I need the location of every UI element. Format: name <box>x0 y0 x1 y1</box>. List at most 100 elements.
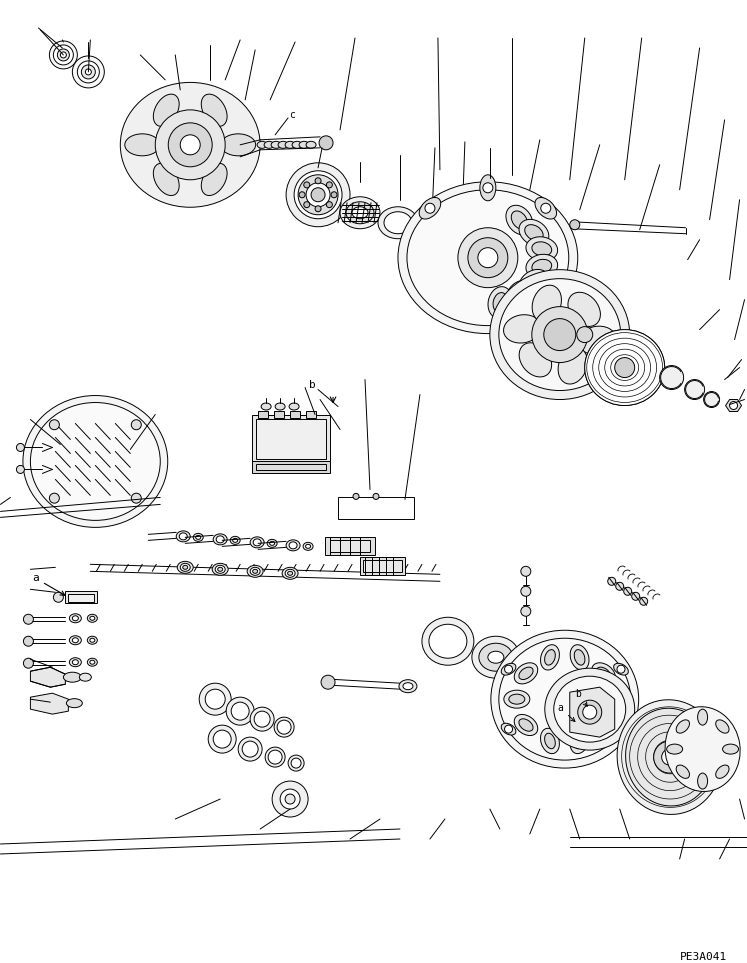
Circle shape <box>61 52 66 58</box>
Ellipse shape <box>503 315 542 343</box>
Ellipse shape <box>289 542 297 549</box>
Circle shape <box>268 750 282 764</box>
Circle shape <box>78 61 99 83</box>
Ellipse shape <box>120 83 260 207</box>
Ellipse shape <box>491 630 639 768</box>
Ellipse shape <box>299 142 309 148</box>
Ellipse shape <box>511 286 527 304</box>
Ellipse shape <box>217 567 223 571</box>
Ellipse shape <box>196 535 201 539</box>
Ellipse shape <box>90 616 95 620</box>
Ellipse shape <box>535 197 557 219</box>
Ellipse shape <box>605 694 621 704</box>
Circle shape <box>280 789 300 809</box>
Ellipse shape <box>460 240 465 244</box>
Bar <box>306 410 316 419</box>
Ellipse shape <box>532 259 552 273</box>
Circle shape <box>208 725 236 753</box>
Ellipse shape <box>676 719 689 733</box>
Polygon shape <box>570 688 615 737</box>
Circle shape <box>265 747 285 768</box>
Ellipse shape <box>493 293 507 312</box>
Ellipse shape <box>306 142 316 148</box>
Bar <box>360 558 405 575</box>
Circle shape <box>272 781 308 817</box>
Bar <box>252 461 330 474</box>
Circle shape <box>155 110 225 180</box>
Ellipse shape <box>177 561 193 573</box>
Circle shape <box>632 592 639 600</box>
Circle shape <box>315 178 321 184</box>
Circle shape <box>311 188 325 202</box>
Circle shape <box>49 41 78 69</box>
Ellipse shape <box>261 403 271 410</box>
Circle shape <box>617 725 625 733</box>
Ellipse shape <box>378 207 418 239</box>
Ellipse shape <box>216 535 224 543</box>
Ellipse shape <box>578 326 616 354</box>
Ellipse shape <box>514 715 538 736</box>
Ellipse shape <box>215 565 225 573</box>
Circle shape <box>238 737 262 761</box>
Bar <box>357 500 370 517</box>
Bar <box>258 410 268 419</box>
Ellipse shape <box>429 624 467 659</box>
Bar <box>391 500 404 517</box>
Ellipse shape <box>87 637 97 644</box>
Bar <box>256 420 326 459</box>
Ellipse shape <box>545 650 555 665</box>
Circle shape <box>288 755 304 771</box>
Ellipse shape <box>585 329 665 405</box>
Circle shape <box>23 659 34 668</box>
Ellipse shape <box>250 536 264 548</box>
Ellipse shape <box>570 644 589 670</box>
Circle shape <box>274 717 294 737</box>
Ellipse shape <box>617 700 722 815</box>
Circle shape <box>541 203 551 213</box>
Circle shape <box>504 725 512 733</box>
Ellipse shape <box>499 638 630 760</box>
Circle shape <box>660 366 684 390</box>
Bar <box>256 464 326 471</box>
Ellipse shape <box>176 531 190 542</box>
Ellipse shape <box>230 536 240 544</box>
Ellipse shape <box>524 224 543 241</box>
Circle shape <box>72 56 105 88</box>
Circle shape <box>730 402 737 409</box>
Ellipse shape <box>589 334 660 401</box>
Ellipse shape <box>716 765 729 778</box>
Ellipse shape <box>506 205 533 235</box>
Ellipse shape <box>31 403 161 520</box>
Ellipse shape <box>506 280 533 310</box>
Bar <box>340 500 353 517</box>
Ellipse shape <box>346 202 374 223</box>
Ellipse shape <box>526 237 558 261</box>
Ellipse shape <box>270 541 275 545</box>
Ellipse shape <box>419 197 441 219</box>
Ellipse shape <box>503 690 530 708</box>
Ellipse shape <box>568 292 601 326</box>
Ellipse shape <box>519 667 533 680</box>
Circle shape <box>205 690 225 709</box>
Ellipse shape <box>384 212 412 234</box>
Circle shape <box>168 123 212 167</box>
Circle shape <box>213 730 231 748</box>
Ellipse shape <box>490 270 630 400</box>
Bar <box>325 537 375 556</box>
Circle shape <box>685 379 704 400</box>
Ellipse shape <box>541 728 560 754</box>
Ellipse shape <box>90 638 95 642</box>
Circle shape <box>654 742 686 773</box>
Ellipse shape <box>306 544 311 548</box>
Ellipse shape <box>201 164 227 195</box>
Ellipse shape <box>698 709 707 725</box>
Ellipse shape <box>153 164 179 195</box>
Ellipse shape <box>69 636 81 645</box>
Ellipse shape <box>69 613 81 623</box>
Ellipse shape <box>511 211 527 229</box>
Circle shape <box>521 586 531 596</box>
Circle shape <box>315 206 321 212</box>
Ellipse shape <box>545 733 555 748</box>
Ellipse shape <box>422 617 474 665</box>
Ellipse shape <box>253 539 261 546</box>
